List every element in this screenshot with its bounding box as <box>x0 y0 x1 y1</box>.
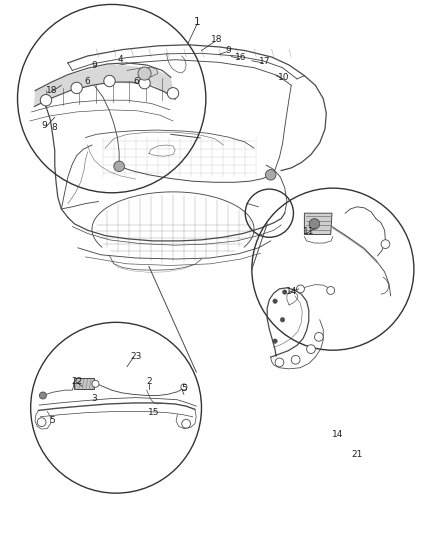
Text: 16: 16 <box>235 53 247 61</box>
Polygon shape <box>304 213 332 235</box>
Circle shape <box>327 287 335 294</box>
Text: 17: 17 <box>259 57 271 66</box>
Text: 8: 8 <box>52 124 58 132</box>
Circle shape <box>40 94 52 106</box>
Circle shape <box>71 82 82 94</box>
Circle shape <box>297 285 304 293</box>
Circle shape <box>273 339 277 343</box>
Circle shape <box>381 240 390 248</box>
Circle shape <box>291 356 300 364</box>
Circle shape <box>138 67 151 80</box>
Text: 15: 15 <box>148 408 159 417</box>
Text: 11: 11 <box>303 228 314 236</box>
Circle shape <box>283 290 287 294</box>
Text: 9: 9 <box>225 46 231 54</box>
Circle shape <box>139 77 150 89</box>
Circle shape <box>114 161 124 172</box>
Circle shape <box>39 392 46 399</box>
Text: 3: 3 <box>91 394 97 403</box>
Text: 6: 6 <box>85 77 91 85</box>
Polygon shape <box>74 378 94 389</box>
Circle shape <box>314 333 323 341</box>
Text: 6: 6 <box>133 77 139 85</box>
Text: 14: 14 <box>332 430 343 439</box>
Text: 18: 18 <box>46 86 57 95</box>
Text: 1: 1 <box>194 18 201 27</box>
Circle shape <box>307 345 315 353</box>
Text: 9: 9 <box>41 122 47 130</box>
Text: 9: 9 <box>91 61 97 69</box>
Circle shape <box>309 219 320 229</box>
Circle shape <box>280 318 285 322</box>
Text: 5: 5 <box>49 416 56 424</box>
Circle shape <box>167 87 179 99</box>
Text: 14: 14 <box>286 287 297 295</box>
Text: 18: 18 <box>211 36 223 44</box>
Polygon shape <box>34 64 175 107</box>
Circle shape <box>104 75 115 87</box>
Text: 22: 22 <box>71 377 82 385</box>
Circle shape <box>181 384 187 390</box>
Text: 23: 23 <box>130 352 141 360</box>
Text: 4: 4 <box>118 55 123 64</box>
Circle shape <box>275 358 284 367</box>
Text: 10: 10 <box>278 73 290 82</box>
Circle shape <box>265 169 276 180</box>
Text: 21: 21 <box>351 450 363 458</box>
Text: 2: 2 <box>146 377 152 386</box>
Circle shape <box>182 419 191 428</box>
Circle shape <box>92 380 99 387</box>
Text: 5: 5 <box>181 384 187 392</box>
Circle shape <box>273 299 277 303</box>
Circle shape <box>37 418 46 426</box>
